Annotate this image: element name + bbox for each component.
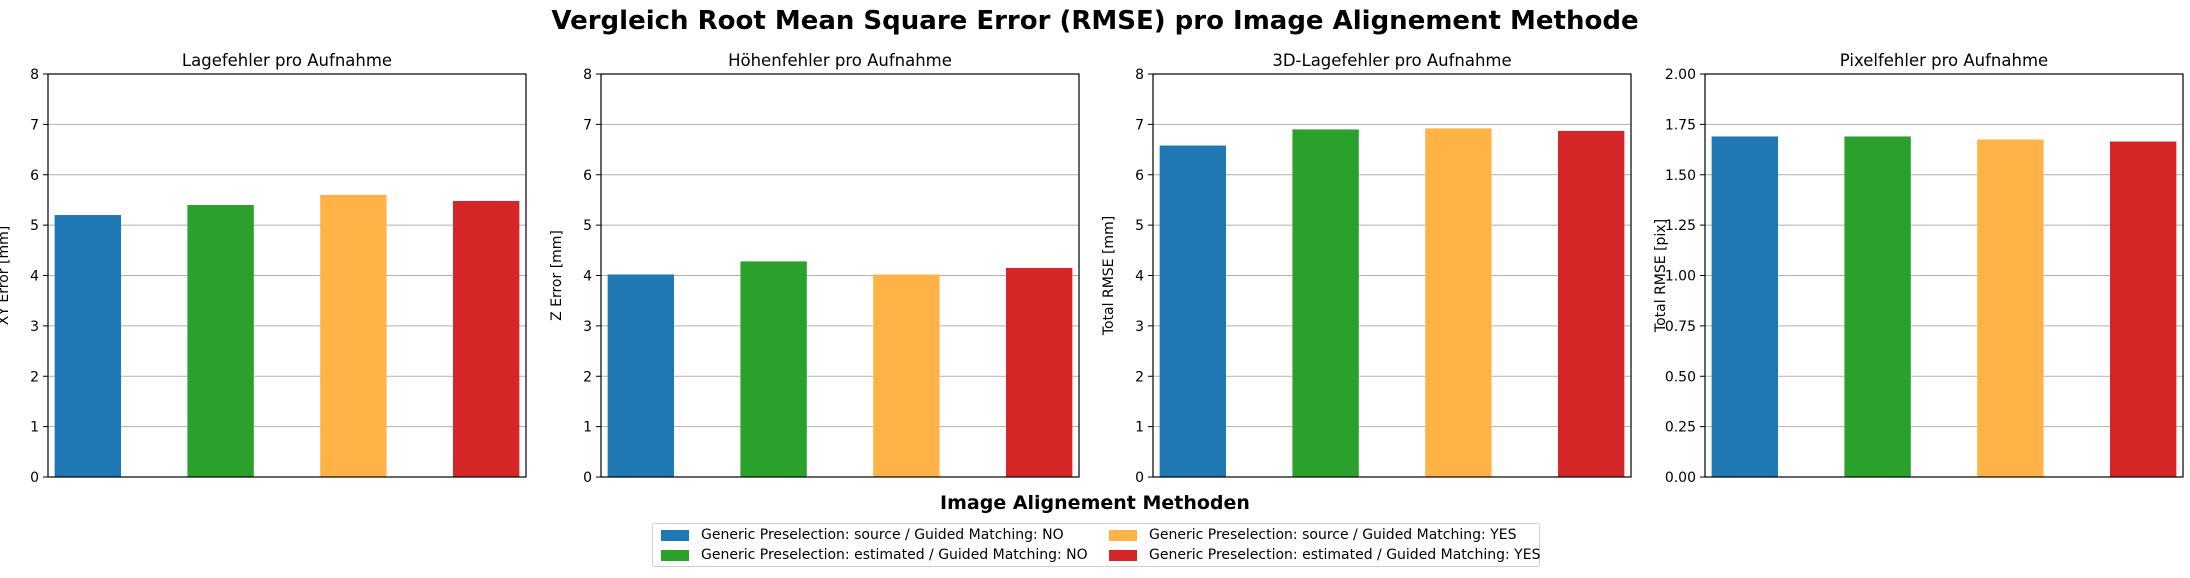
- y-tick-label: 2: [1135, 369, 1144, 385]
- y-tick-label: 1.75: [1665, 117, 1696, 133]
- bar: [54, 215, 122, 478]
- legend-label: Generic Preselection: source / Guided Ma…: [701, 527, 1064, 543]
- y-axis-label: XY Error [mm]: [0, 226, 12, 325]
- axes-frame: [1704, 73, 2184, 478]
- y-tick-label: 6: [1135, 168, 1144, 184]
- bar: [1159, 145, 1227, 477]
- bar: [1711, 136, 1779, 477]
- subplot-title: Lagefehler pro Aufnahme: [182, 51, 392, 70]
- y-tick-label: 0.00: [1665, 470, 1696, 486]
- y-axis-label: Total RMSE [mm]: [1101, 216, 1117, 336]
- y-tick-label: 6: [583, 168, 592, 184]
- y-tick-label: 4: [583, 269, 592, 285]
- legend-item: Generic Preselection: source / Guided Ma…: [661, 526, 1109, 545]
- axes-frame: [1152, 73, 1632, 478]
- legend-swatch: [1109, 530, 1137, 541]
- bar: [2109, 141, 2177, 477]
- y-tick-label: 0.50: [1665, 369, 1696, 385]
- y-tick-label: 2: [30, 369, 39, 385]
- y-tick-label: 7: [30, 117, 39, 133]
- y-tick-label: 0.75: [1665, 319, 1696, 335]
- bar: [1557, 130, 1625, 477]
- y-tick-label: 0: [30, 470, 39, 486]
- bar: [1425, 128, 1492, 477]
- legend-swatch: [1109, 550, 1137, 561]
- legend-label: Generic Preselection: estimated / Guided…: [1149, 547, 1541, 563]
- bar: [1292, 129, 1359, 477]
- y-tick-label: 5: [1135, 218, 1144, 234]
- bar: [1977, 139, 2044, 478]
- y-tick-label: 4: [30, 269, 39, 285]
- bar: [873, 274, 940, 477]
- charts-canvas: 0 1 2 3 4 5 6 7 8 Lagefehler pro Aufnahme XY Error…: [0, 51, 2184, 486]
- legend-label: Generic Preselection: source / Guided Ma…: [1149, 527, 1517, 543]
- axes-frame: [600, 73, 1080, 478]
- bar: [607, 274, 675, 477]
- y-tick-label: 5: [583, 218, 592, 234]
- bar: [320, 194, 387, 477]
- y-tick-label: 7: [583, 117, 592, 133]
- legend-swatch: [661, 530, 689, 541]
- legend-swatch: [661, 550, 689, 561]
- y-tick-label: 0: [583, 470, 592, 486]
- bar: [1844, 136, 1911, 477]
- y-tick-label: 2: [583, 369, 592, 385]
- y-tick-label: 3: [583, 319, 592, 335]
- y-tick-label: 8: [1135, 67, 1144, 83]
- y-tick-label: 5: [30, 218, 39, 234]
- legend-item: Generic Preselection: estimated / Guided…: [661, 546, 1109, 565]
- bar: [1005, 267, 1073, 477]
- y-tick-label: 1.25: [1665, 218, 1696, 234]
- bar: [452, 200, 520, 477]
- legend: Generic Preselection: source / Guided Ma…: [652, 523, 1540, 567]
- legend-label: Generic Preselection: estimated / Guided…: [701, 547, 1088, 563]
- y-tick-label: 8: [583, 67, 592, 83]
- legend-title: Image Alignement Methoden: [940, 492, 1250, 514]
- y-tick-label: 1: [30, 420, 39, 436]
- subplot-title: 3D-Lagefehler pro Aufnahme: [1272, 51, 1511, 70]
- y-tick-label: 2.00: [1665, 67, 1696, 83]
- subplot-title: Pixelfehler pro Aufnahme: [1840, 51, 2048, 70]
- bar: [740, 261, 807, 477]
- y-axis-label: Total RMSE [pix]: [1653, 219, 1669, 333]
- y-tick-label: 7: [1135, 117, 1144, 133]
- y-tick-label: 3: [30, 319, 39, 335]
- y-tick-label: 8: [30, 67, 39, 83]
- y-tick-label: 1: [583, 420, 592, 436]
- subplot-title: Höhenfehler pro Aufnahme: [728, 51, 952, 70]
- y-tick-label: 4: [1135, 269, 1144, 285]
- y-tick-label: 0.25: [1665, 420, 1696, 436]
- y-tick-label: 1.50: [1665, 168, 1696, 184]
- y-tick-label: 3: [1135, 319, 1144, 335]
- y-tick-label: 1.00: [1665, 269, 1696, 285]
- legend-item: Generic Preselection: estimated / Guided…: [1109, 546, 1540, 565]
- figure-title: Vergleich Root Mean Square Error (RMSE) …: [551, 6, 1639, 36]
- y-tick-label: 6: [30, 168, 39, 184]
- y-tick-label: 1: [1135, 420, 1144, 436]
- y-tick-label: 0: [1135, 470, 1144, 486]
- legend-item: Generic Preselection: source / Guided Ma…: [1109, 526, 1529, 545]
- bar: [187, 204, 254, 477]
- y-axis-label: Z Error [mm]: [549, 230, 565, 321]
- axes-frame: [47, 73, 527, 478]
